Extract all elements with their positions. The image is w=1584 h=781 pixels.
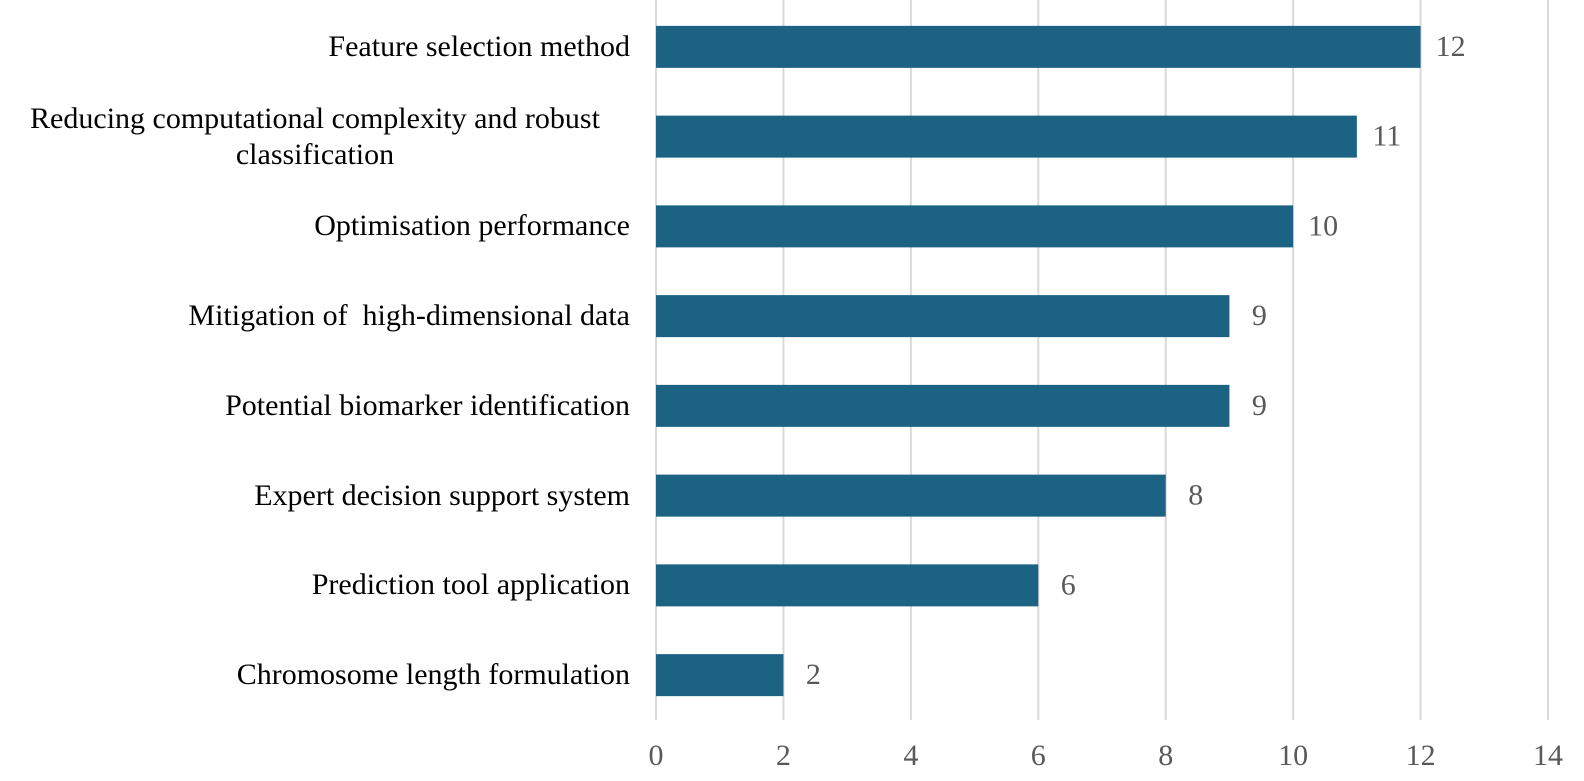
x-tick-label: 12	[1406, 739, 1436, 772]
bar	[656, 474, 1166, 517]
bar	[656, 654, 784, 697]
y-tick-label: Potential biomarker identification	[225, 388, 630, 422]
x-tick-label: 6	[1031, 739, 1046, 772]
category-row: Mitigation of high-dimensional data	[0, 298, 630, 334]
value-label: 10	[1308, 209, 1338, 242]
x-tick-label: 8	[1158, 739, 1173, 772]
category-row: Potential biomarker identification	[0, 388, 630, 424]
x-tick-label: 0	[649, 739, 664, 772]
bar	[656, 295, 1230, 338]
y-tick-label: Expert decision support system	[254, 478, 630, 512]
y-tick-label: Prediction tool application	[311, 568, 630, 602]
bar	[656, 25, 1421, 68]
y-tick-label: Chromosome length formulation	[236, 658, 630, 692]
y-tick-label: Reducing computational complexity and ro…	[30, 101, 608, 171]
category-row: Reducing computational complexity and ro…	[0, 101, 630, 173]
category-row: Feature selection method	[0, 29, 630, 65]
x-tick-label: 14	[1533, 739, 1563, 772]
bar	[656, 115, 1357, 158]
x-tick-label: 10	[1278, 739, 1308, 772]
category-row: Chromosome length formulation	[0, 657, 630, 693]
category-row: Optimisation performance	[0, 208, 630, 244]
x-tick-label: 2	[776, 739, 791, 772]
value-label: 8	[1188, 479, 1203, 512]
value-label: 12	[1436, 30, 1466, 63]
x-tick-label: 4	[903, 739, 918, 772]
bar	[656, 564, 1039, 607]
y-tick-label: Mitigation of high-dimensional data	[188, 299, 630, 333]
y-tick-label: Feature selection method	[328, 29, 630, 63]
value-label: 9	[1252, 299, 1267, 332]
bar	[656, 205, 1294, 248]
value-label: 9	[1252, 389, 1267, 422]
category-row: Expert decision support system	[0, 478, 630, 514]
bar	[656, 384, 1230, 427]
value-label: 2	[806, 658, 821, 691]
category-row: Prediction tool application	[0, 567, 630, 603]
value-label: 11	[1372, 120, 1401, 153]
y-tick-label: Optimisation performance	[314, 209, 630, 243]
value-label: 6	[1061, 568, 1076, 601]
